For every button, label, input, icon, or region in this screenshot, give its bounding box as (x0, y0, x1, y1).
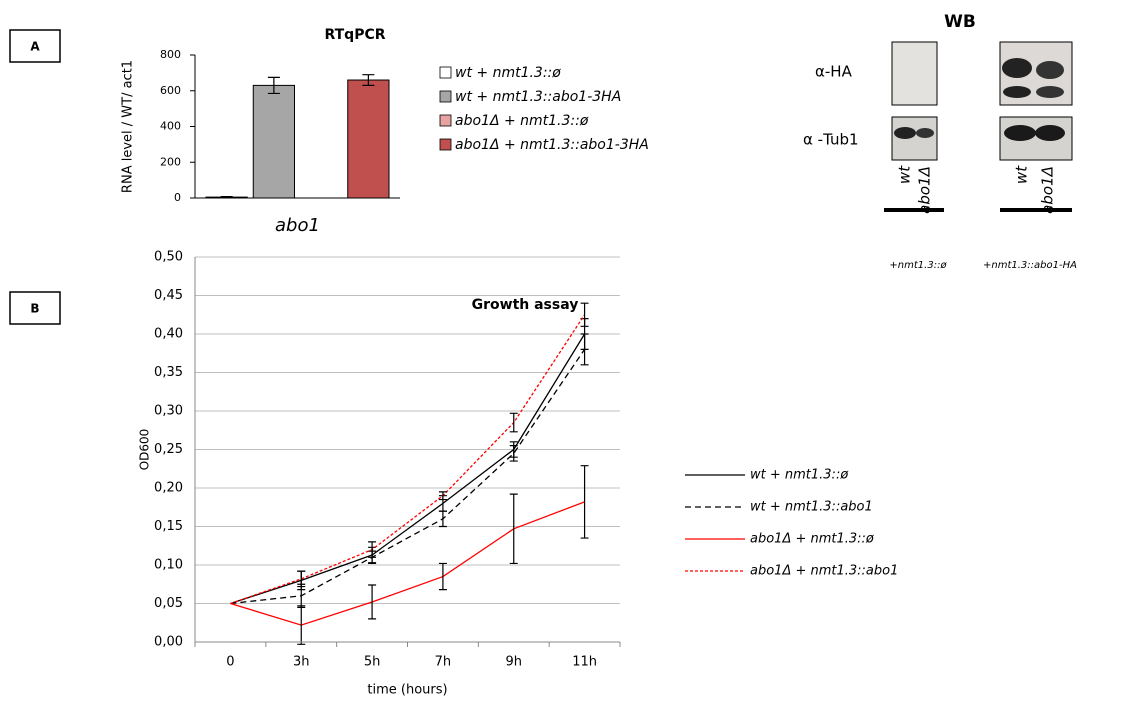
wb-title: WB (944, 12, 976, 32)
legend-label: abo1Δ + nmt1.3::abo1-3HA (455, 137, 649, 153)
y-axis-label: RNA level / WT/ act1 (121, 60, 136, 193)
chart-title: Growth assay (472, 297, 579, 313)
band (1036, 86, 1064, 98)
wb-row-label: α -Tub1 (803, 131, 859, 149)
legend-label: abo1Δ + nmt1.3::ø (455, 113, 589, 129)
legend-label: wt + nmt1.3::abo1 (750, 500, 873, 515)
wb-row-label: α-HA (815, 63, 853, 81)
x-tick-label: abo1 (275, 215, 320, 236)
x-tick-label: 5h (364, 655, 381, 670)
western-blot: WB α-HA α -Tub1 wt abo1Δ wt abo1Δ +nmt1.… (803, 12, 1077, 271)
y-axis-label: OD600 (138, 429, 152, 471)
legend-label: wt + nmt1.3::abo1-3HA (455, 89, 621, 105)
y-tick-label: 0,20 (154, 481, 183, 496)
error-bar (509, 445, 518, 462)
legend-swatch (439, 90, 452, 103)
error-bar (580, 333, 589, 366)
panel-label: A (30, 40, 40, 54)
panel-box (9, 291, 61, 325)
y-tick-label: 400 (160, 120, 181, 133)
legend-swatch (439, 66, 452, 79)
lane-bar (1000, 208, 1072, 212)
y-tick-label: 0,35 (154, 365, 183, 380)
y-tick-label: 600 (160, 84, 181, 97)
y-tick-label: 0,15 (154, 519, 183, 534)
legend-label: abo1Δ + nmt1.3::ø (750, 532, 875, 547)
error-bar (509, 493, 518, 565)
condition-label: +nmt1.3::abo1-HA (983, 260, 1077, 271)
lane-label: wt (896, 165, 914, 184)
band (894, 127, 916, 139)
band (1004, 125, 1036, 141)
band (1002, 58, 1032, 78)
y-tick-label: 0,00 (154, 635, 183, 650)
lane-label: abo1Δ (1039, 166, 1057, 214)
series-line (230, 349, 586, 605)
error-bar (297, 570, 306, 588)
band (916, 128, 934, 138)
blot (891, 41, 938, 106)
error-bar (362, 74, 375, 86)
error-bar (368, 584, 377, 620)
bar (347, 79, 390, 199)
y-tick-label: 0,25 (154, 442, 183, 457)
error-bar (438, 562, 447, 591)
y-tick-label: 0,05 (154, 596, 183, 611)
legend-label: wt + nmt1.3::ø (750, 468, 849, 483)
y-tick-label: 800 (160, 48, 181, 61)
x-tick-label: 9h (505, 655, 522, 670)
bar (252, 84, 295, 199)
error-bar (509, 412, 518, 433)
chart-title: RTqPCR (324, 27, 385, 43)
y-tick-label: 0,50 (154, 250, 183, 265)
band (1003, 86, 1031, 98)
x-axis-label: time (hours) (367, 683, 447, 698)
y-tick-label: 200 (160, 155, 181, 168)
band (1035, 125, 1065, 141)
y-tick-label: 0 (174, 191, 181, 204)
error-bar (220, 195, 233, 199)
error-bar (580, 465, 589, 539)
error-bar (580, 302, 589, 327)
y-tick-label: 0,45 (154, 288, 183, 303)
y-tick-label: 0,30 (154, 404, 183, 419)
legend-swatch (439, 114, 452, 127)
x-tick-label: 3h (293, 655, 310, 670)
band (1036, 61, 1064, 79)
error-bar (438, 510, 447, 528)
lane-bar (884, 208, 944, 212)
x-tick-label: 7h (435, 655, 452, 670)
legend-swatch (439, 138, 452, 151)
error-bar (297, 605, 306, 645)
lane-label: wt (1013, 165, 1031, 184)
error-bar (368, 541, 377, 558)
series-line (230, 314, 586, 605)
x-tick-label: 11h (572, 655, 597, 670)
series-line (230, 501, 585, 626)
y-tick-label: 0,40 (154, 327, 183, 342)
legend-label: abo1Δ + nmt1.3::abo1 (750, 564, 898, 579)
x-tick-label: 0 (226, 655, 234, 670)
panel-box (9, 29, 61, 63)
panel-label: B (30, 302, 39, 316)
legend-label: wt + nmt1.3::ø (455, 65, 561, 81)
lane-label: abo1Δ (916, 166, 934, 214)
series-line (230, 333, 586, 605)
blot (891, 116, 938, 161)
condition-label: +nmt1.3::ø (889, 260, 947, 271)
error-bar (267, 76, 280, 95)
error-bar (438, 491, 447, 501)
y-tick-label: 0,10 (154, 558, 183, 573)
